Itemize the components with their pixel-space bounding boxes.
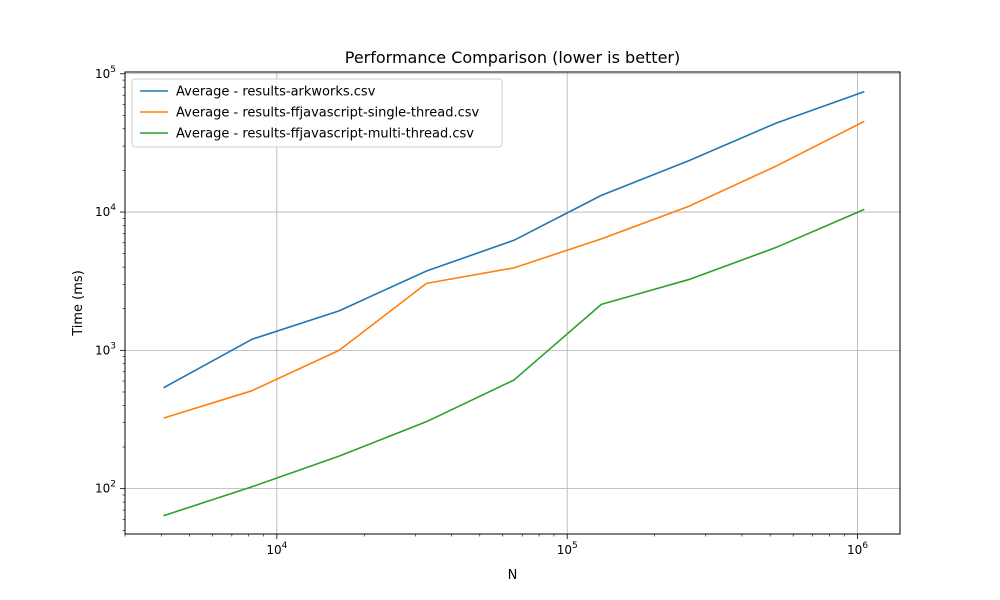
y-tick-label: 105 [95,65,116,81]
y-tick-label: 104 [95,203,116,219]
chart-title: Performance Comparison (lower is better) [345,48,681,67]
axis-ticks: 104 105 106 102 103 104 105 [95,65,868,557]
x-tick-label: 104 [266,541,287,557]
series-line-1 [163,90,865,389]
legend-label-3: Average - results-ffjavascript-multi-thr… [176,127,474,142]
legend-box [131,78,503,148]
grid-lines [125,72,900,534]
y-tick-label: 102 [95,480,116,496]
x-tick-label: 105 [557,541,578,557]
legend-label-2: Average - results-ffjavascript-single-th… [176,106,480,121]
series-line-3 [163,208,865,517]
x-axis-title: N [508,568,518,583]
series-lines [163,90,865,517]
plot-area-frame [124,71,901,535]
y-axis-title: Time (ms) [71,270,86,337]
y-tick-label: 103 [95,341,116,357]
legend-label-1: Average - results-arkworks.csv [176,85,376,100]
series-line-2 [163,120,865,419]
x-tick-label: 106 [847,541,868,557]
legend: Average - results-arkworks.csv Average - … [131,78,503,148]
